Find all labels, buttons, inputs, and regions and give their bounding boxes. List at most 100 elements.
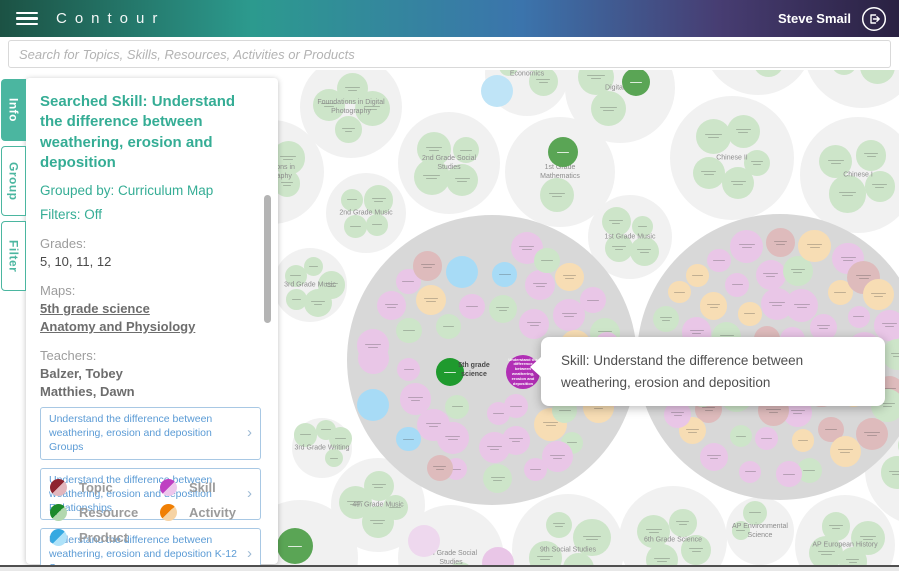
- node-bubble[interactable]: [855, 417, 889, 450]
- node-bubble[interactable]: [699, 442, 729, 472]
- node-bubble[interactable]: [344, 215, 367, 238]
- highlighted-node-bubble[interactable]: [446, 256, 478, 288]
- node-bubble[interactable]: [483, 464, 513, 494]
- node-bubble[interactable]: [722, 166, 755, 199]
- node-bubble[interactable]: [706, 248, 731, 273]
- highlighted-node-bubble[interactable]: [357, 389, 389, 421]
- tab-filter[interactable]: Filter: [1, 221, 26, 291]
- node-bubble[interactable]: [809, 535, 844, 570]
- node-bubble[interactable]: [486, 402, 510, 426]
- node-bubble[interactable]: [605, 234, 634, 263]
- node-bubble[interactable]: [555, 262, 584, 292]
- node-bubble[interactable]: [364, 185, 394, 215]
- node-bubble[interactable]: [699, 292, 728, 320]
- node-bubble[interactable]: [546, 511, 573, 538]
- node-bubble[interactable]: [847, 305, 870, 328]
- node-bubble[interactable]: [785, 289, 819, 323]
- node-bubble[interactable]: [695, 118, 731, 154]
- node-bubble[interactable]: [739, 460, 762, 483]
- node-bubble[interactable]: [525, 269, 556, 301]
- node-bubble[interactable]: [681, 535, 711, 565]
- node-bubble[interactable]: [366, 214, 388, 236]
- node-bubble[interactable]: [445, 394, 470, 419]
- node-bubble[interactable]: [328, 426, 352, 450]
- node-bubble[interactable]: [397, 357, 421, 381]
- panel-scrollbar[interactable]: [264, 195, 271, 323]
- node-bubble[interactable]: [488, 295, 517, 324]
- node-bubble[interactable]: [863, 279, 895, 311]
- node-bubble[interactable]: [766, 228, 795, 258]
- node-bubble[interactable]: [791, 429, 815, 452]
- node-bubble[interactable]: [573, 519, 611, 557]
- node-bubble[interactable]: [534, 247, 560, 273]
- node-bubble[interactable]: [776, 461, 802, 487]
- node-bubble[interactable]: [782, 256, 813, 287]
- node-bubble[interactable]: [828, 175, 867, 213]
- node-bubble[interactable]: [453, 137, 480, 164]
- node-bubble[interactable]: [818, 144, 853, 179]
- node-bubble[interactable]: [738, 302, 762, 326]
- node-bubble[interactable]: [286, 289, 307, 310]
- node-bubble[interactable]: [492, 262, 518, 288]
- highlighted-node-bubble[interactable]: [622, 68, 650, 96]
- skill-detail-button[interactable]: Understand the difference between weathe…: [40, 407, 261, 460]
- map-link[interactable]: Anatomy and Physiology: [40, 319, 196, 334]
- node-bubble[interactable]: [399, 383, 432, 415]
- search-input[interactable]: [8, 40, 891, 68]
- logout-icon[interactable]: [861, 6, 887, 32]
- hamburger-menu-icon[interactable]: [16, 11, 38, 26]
- node-bubble[interactable]: [518, 308, 550, 340]
- node-bubble[interactable]: [754, 427, 778, 451]
- highlighted-node-bubble[interactable]: [481, 75, 513, 107]
- node-bubble[interactable]: [855, 140, 887, 171]
- cluster-bubble[interactable]: [670, 96, 794, 220]
- highlighted-node-bubble[interactable]: [436, 358, 464, 386]
- node-bubble[interactable]: [686, 264, 709, 287]
- node-bubble[interactable]: [415, 284, 447, 315]
- node-bubble[interactable]: [426, 454, 453, 481]
- node-bubble[interactable]: [798, 229, 831, 263]
- node-bubble[interactable]: [341, 188, 363, 211]
- node-bubble[interactable]: [874, 310, 899, 341]
- node-bubble[interactable]: [629, 236, 659, 266]
- node-bubble[interactable]: [864, 171, 895, 202]
- node-bubble[interactable]: [459, 293, 485, 319]
- node-bubble[interactable]: [436, 313, 461, 339]
- node-bubble[interactable]: [821, 512, 851, 541]
- node-bubble[interactable]: [632, 215, 653, 237]
- node-bubble[interactable]: [553, 299, 585, 331]
- node-bubble[interactable]: [669, 509, 697, 537]
- node-bubble[interactable]: [284, 264, 307, 288]
- node-bubble[interactable]: [303, 256, 323, 276]
- node-bubble[interactable]: [396, 317, 422, 344]
- highlighted-node-bubble[interactable]: [277, 528, 313, 564]
- cluster-bubble[interactable]: [398, 112, 500, 214]
- node-bubble[interactable]: [579, 287, 606, 313]
- node-bubble[interactable]: [446, 163, 479, 197]
- node-bubble[interactable]: [731, 521, 751, 540]
- node-bubble[interactable]: [361, 505, 394, 538]
- node-bubble[interactable]: [293, 422, 318, 447]
- node-bubble[interactable]: [882, 338, 899, 371]
- node-bubble[interactable]: [356, 329, 390, 363]
- node-bubble[interactable]: [539, 178, 575, 213]
- node-bubble[interactable]: [692, 156, 725, 189]
- node-bubble[interactable]: [412, 251, 443, 281]
- map-link[interactable]: 5th grade science: [40, 301, 150, 316]
- node-bubble[interactable]: [416, 131, 452, 166]
- node-bubble[interactable]: [524, 457, 548, 481]
- node-bubble[interactable]: [354, 90, 390, 126]
- node-bubble[interactable]: [726, 114, 760, 148]
- node-bubble[interactable]: [303, 289, 332, 318]
- node-bubble[interactable]: [324, 449, 343, 468]
- node-bubble[interactable]: [528, 66, 558, 96]
- node-bubble[interactable]: [725, 272, 750, 297]
- node-bubble[interactable]: [652, 306, 679, 333]
- tab-info[interactable]: Info: [1, 79, 26, 141]
- node-bubble[interactable]: [601, 207, 631, 237]
- node-bubble[interactable]: [809, 313, 838, 342]
- node-bubble[interactable]: [742, 500, 768, 525]
- node-bubble[interactable]: [590, 91, 626, 127]
- node-bubble[interactable]: [637, 514, 671, 548]
- cluster-bubble[interactable]: [326, 173, 406, 253]
